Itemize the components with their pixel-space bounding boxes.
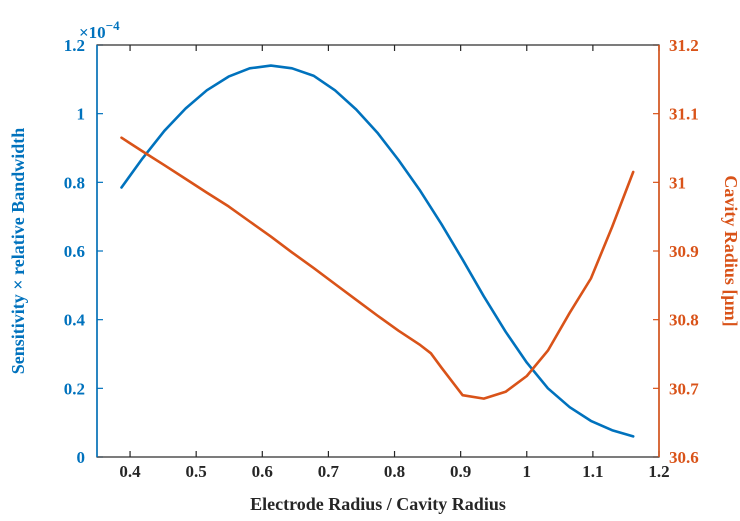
left-axis-exponent-power: −4 bbox=[106, 18, 120, 33]
left-axis-exponent-base: ×10 bbox=[79, 23, 106, 42]
left-axis-label: Sensitivity × relative Bandwidth bbox=[8, 128, 28, 374]
x-axis-label: Electrode Radius / Cavity Radius bbox=[250, 494, 506, 514]
x-tick-label: 0.9 bbox=[450, 462, 471, 481]
series-layer bbox=[120, 64, 635, 438]
left-tick-label: 1 bbox=[77, 105, 86, 124]
x-tick-label: 0.7 bbox=[318, 462, 340, 481]
x-tick-label: 0.4 bbox=[119, 462, 141, 481]
x-axis-ticks: 0.4 0.5 0.6 0.7 0.8 0.9 1 1.1 1.2 bbox=[119, 45, 670, 481]
left-tick-label: 0 bbox=[77, 448, 86, 467]
series-line-cavity-radius bbox=[120, 136, 635, 400]
left-tick-label: 0.6 bbox=[64, 242, 85, 261]
left-tick-label: 0.2 bbox=[64, 379, 85, 398]
left-tick-label: 0.8 bbox=[64, 173, 85, 192]
left-tick-label: 0.4 bbox=[64, 311, 86, 330]
left-tick-label: 1.2 bbox=[64, 36, 85, 55]
x-tick-label: 0.5 bbox=[186, 462, 207, 481]
right-tick-label: 30.8 bbox=[669, 311, 699, 330]
right-axis-label: Cavity Radius [μm] bbox=[721, 175, 740, 326]
right-axis-ticks: 30.6 30.7 30.8 30.9 31 31.1 31.2 bbox=[653, 36, 699, 467]
x-tick-label: 1.2 bbox=[648, 462, 669, 481]
series-line-sensitivity bbox=[120, 64, 635, 438]
right-tick-label: 31.1 bbox=[669, 105, 699, 124]
right-tick-label: 30.7 bbox=[669, 379, 699, 398]
left-axis-ticks: 0 0.2 0.4 0.6 0.8 1 1.2 bbox=[64, 36, 103, 467]
x-tick-label: 1 bbox=[523, 462, 532, 481]
plot-frame bbox=[96, 44, 660, 458]
right-tick-label: 30.6 bbox=[669, 448, 699, 467]
x-tick-label: 1.1 bbox=[582, 462, 603, 481]
right-tick-label: 31.2 bbox=[669, 36, 699, 55]
x-tick-label: 0.6 bbox=[252, 462, 273, 481]
right-tick-label: 30.9 bbox=[669, 242, 699, 261]
x-tick-label: 0.8 bbox=[384, 462, 405, 481]
left-axis-exponent: ×10−4 bbox=[79, 18, 120, 42]
right-tick-label: 31 bbox=[669, 173, 686, 192]
